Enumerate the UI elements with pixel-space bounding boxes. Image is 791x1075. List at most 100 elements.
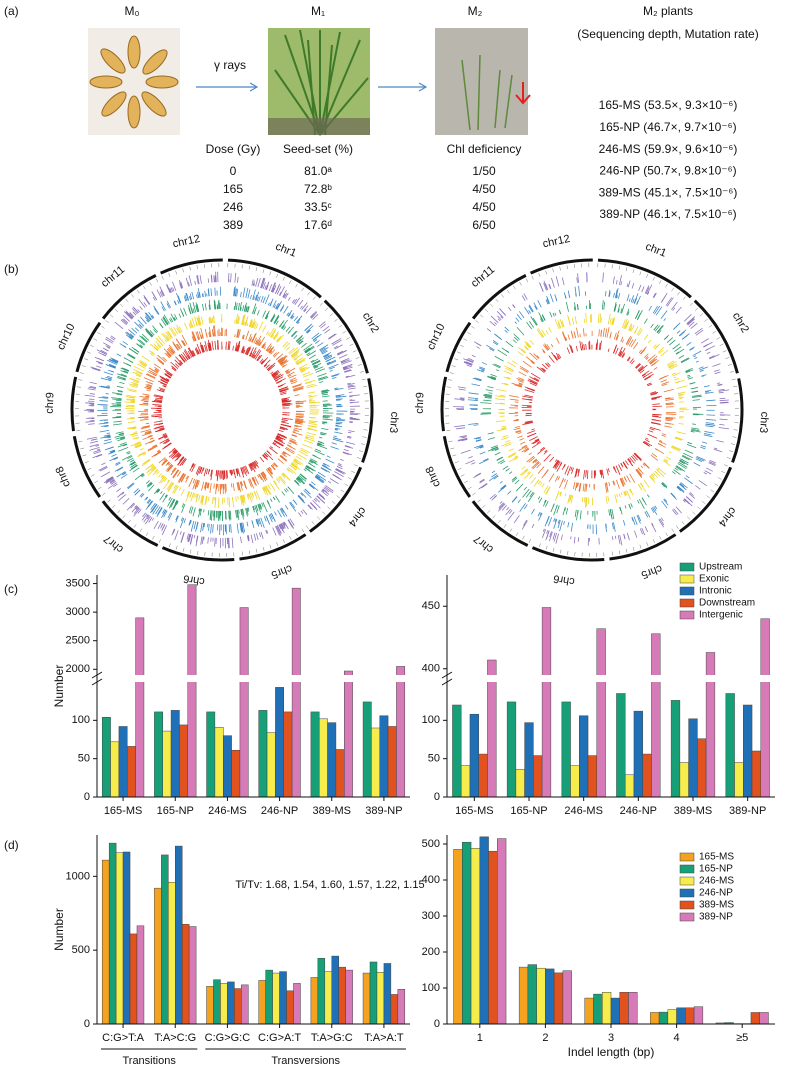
circos-track-line bbox=[145, 330, 153, 338]
circos-track-line bbox=[633, 326, 639, 334]
circos-track-line bbox=[281, 364, 285, 368]
circos-track-line bbox=[649, 426, 661, 431]
circos-tick bbox=[475, 320, 479, 323]
circos-track-line bbox=[215, 470, 218, 477]
circos-track-line bbox=[300, 492, 304, 496]
circos-track-line bbox=[512, 304, 516, 308]
circos-track-line bbox=[521, 348, 527, 353]
circos-track-line bbox=[195, 521, 199, 532]
circos-track-line bbox=[489, 320, 496, 327]
circos-track-line bbox=[166, 354, 170, 358]
circos-track-line bbox=[175, 515, 179, 523]
circos-track-line bbox=[209, 330, 211, 337]
circos-track-line bbox=[288, 313, 291, 317]
circos-track-line bbox=[508, 471, 513, 475]
circos-track-line bbox=[619, 353, 622, 357]
circos-track-line bbox=[144, 439, 155, 445]
circos-track-line bbox=[210, 274, 213, 283]
circos-track-line bbox=[336, 465, 343, 470]
bar bbox=[179, 724, 189, 798]
circos-track-line bbox=[257, 354, 263, 362]
circos-track-line bbox=[296, 359, 306, 366]
circos-track-line bbox=[326, 359, 337, 365]
circos-track-line bbox=[230, 469, 233, 476]
circos-track-line bbox=[621, 303, 625, 314]
circos-track-line bbox=[131, 328, 138, 334]
circos-track-line bbox=[155, 397, 163, 400]
x-tick-label: 389-MS bbox=[312, 805, 351, 817]
circos-track-line bbox=[318, 321, 326, 328]
circos-track-line bbox=[257, 278, 261, 288]
circos-track-line bbox=[135, 506, 139, 510]
circos-track-line bbox=[112, 450, 116, 452]
circos-track-line bbox=[173, 450, 178, 454]
circos-track-line bbox=[549, 293, 554, 303]
circos-track-line bbox=[613, 466, 617, 474]
circos-track-line bbox=[120, 373, 127, 377]
circos-track-line bbox=[636, 327, 642, 336]
circos-track-line bbox=[241, 495, 245, 506]
circos-track-line bbox=[190, 319, 194, 328]
bar bbox=[283, 711, 293, 798]
circos-track-line bbox=[84, 394, 95, 397]
circos-track-line bbox=[260, 360, 264, 364]
circos-track-line bbox=[243, 321, 245, 326]
circos-track-line bbox=[534, 438, 539, 442]
circos-track-line bbox=[529, 376, 539, 382]
bar bbox=[135, 617, 145, 798]
circos-track-line bbox=[674, 377, 680, 381]
circos-track-line bbox=[647, 433, 658, 439]
circos-track-line bbox=[675, 466, 682, 471]
panel-label: (a) bbox=[4, 4, 19, 18]
circos-track-line bbox=[558, 353, 562, 359]
circos-track-line bbox=[275, 437, 282, 441]
circos-track-line bbox=[188, 275, 193, 286]
circos-track-line bbox=[679, 483, 685, 488]
circos-track-line bbox=[576, 482, 578, 489]
bar bbox=[371, 727, 380, 798]
circos-track-line bbox=[180, 474, 186, 483]
circos-track-line bbox=[166, 351, 172, 357]
circos-track-line bbox=[676, 486, 685, 493]
circos-track-line bbox=[554, 518, 557, 523]
circos-track-line bbox=[624, 505, 627, 509]
circos-track-line bbox=[279, 388, 289, 393]
y-tick-label: 100 bbox=[72, 714, 90, 726]
circos-track-line bbox=[322, 464, 327, 468]
circos-track-line bbox=[140, 418, 149, 421]
circos-track-line bbox=[577, 482, 579, 487]
circos-track-line bbox=[131, 459, 135, 462]
circos-track-line bbox=[606, 327, 610, 338]
circos-track-line bbox=[192, 479, 197, 490]
circos-track-line bbox=[630, 324, 635, 332]
bar bbox=[536, 967, 546, 1025]
circos-track-line bbox=[281, 325, 285, 330]
circos-tick bbox=[248, 265, 251, 270]
circos-track-line bbox=[141, 336, 148, 343]
circos-track-line bbox=[339, 458, 344, 462]
circos-track-line bbox=[677, 463, 687, 470]
circos-track-line bbox=[149, 343, 158, 352]
circos-track-line bbox=[511, 496, 518, 503]
circos-track-line bbox=[465, 459, 475, 465]
circos-track-line bbox=[706, 351, 711, 355]
circos-track-line bbox=[514, 321, 517, 325]
legend-swatch bbox=[679, 562, 695, 572]
circos-track-line bbox=[98, 465, 108, 471]
circos-tick bbox=[681, 521, 685, 525]
circos-track-line bbox=[642, 375, 646, 378]
circos-track-line bbox=[108, 378, 112, 381]
circos-track-line bbox=[529, 491, 534, 498]
circos-track-line bbox=[153, 305, 160, 315]
circos-track-line bbox=[142, 435, 153, 440]
circos-track-line bbox=[533, 377, 540, 381]
circos-track-line bbox=[133, 431, 138, 433]
circos-track-line bbox=[260, 277, 265, 289]
circos-track-line bbox=[208, 299, 211, 310]
panel-label: (d) bbox=[4, 838, 19, 852]
chromosome-label: chr12 bbox=[172, 233, 201, 250]
circos-track-line bbox=[112, 423, 122, 426]
circos-track-line bbox=[211, 329, 214, 337]
circos-track-line bbox=[544, 449, 547, 453]
circos-track-line bbox=[618, 293, 621, 299]
